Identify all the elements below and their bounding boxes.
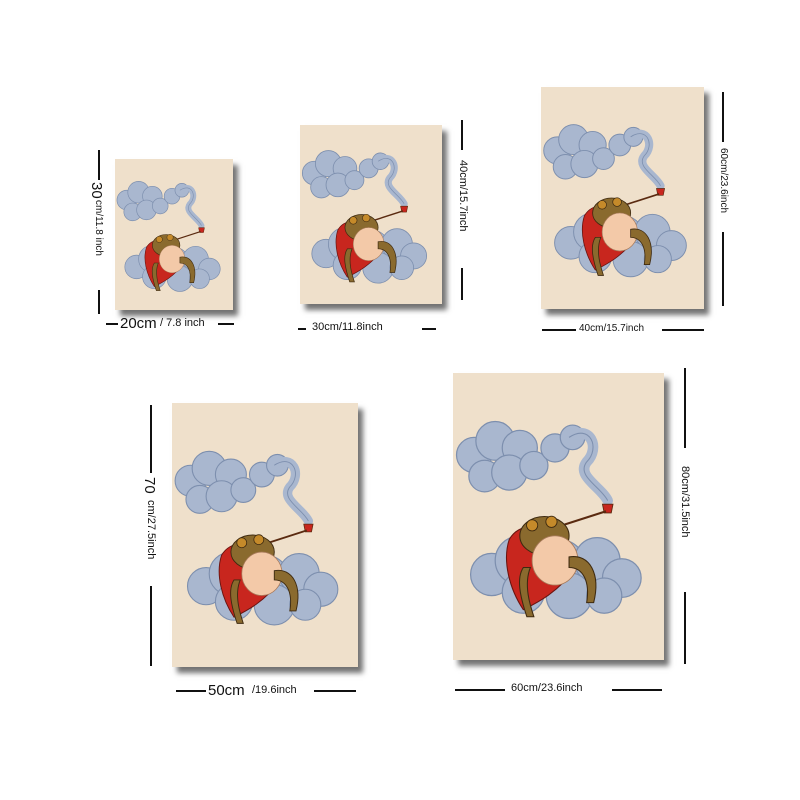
height-label: 60cm/23.6inch — [718, 148, 729, 214]
width-dimension-line — [106, 323, 118, 325]
height-dimension-line — [98, 150, 100, 180]
width-dimension-line — [176, 690, 206, 692]
width-label-cm: 20cm — [120, 315, 157, 332]
width-label-inch: / 7.8 inch — [160, 317, 205, 329]
width-dimension-line — [314, 690, 356, 692]
width-dimension-line — [298, 328, 306, 330]
height-label-cm: 30 — [88, 182, 105, 199]
height-label-cm: 70 — [141, 477, 158, 494]
canvas-60x80 — [453, 373, 664, 660]
width-label: 60cm/23.6inch — [511, 682, 583, 694]
height-dimension-line — [722, 232, 724, 306]
width-dimension-line — [422, 328, 436, 330]
height-label: 80cm/31.5inch — [679, 466, 691, 538]
height-dimension-line — [150, 586, 152, 666]
frog-artwork-icon — [541, 87, 704, 309]
width-dimension-line — [542, 329, 576, 331]
width-label-cm: 50cm — [208, 682, 245, 699]
canvas-40x60 — [541, 87, 704, 309]
frog-artwork-icon — [115, 159, 233, 310]
canvas-20x30 — [115, 159, 233, 310]
height-dimension-line — [684, 368, 686, 448]
canvas-50x70 — [172, 403, 358, 667]
frog-artwork-icon — [453, 373, 664, 660]
height-dimension-line — [150, 405, 152, 473]
height-dimension-line — [722, 92, 724, 142]
height-dimension-line — [684, 592, 686, 664]
width-label-inch: /19.6inch — [252, 684, 297, 696]
height-dimension-line — [98, 290, 100, 314]
height-dimension-line — [461, 268, 463, 300]
width-dimension-line — [612, 689, 662, 691]
height-label: 40cm/15.7inch — [457, 160, 469, 232]
frog-artwork-icon — [172, 403, 358, 667]
width-dimension-line — [662, 329, 704, 331]
width-label: 40cm/15.7inch — [579, 323, 645, 334]
width-dimension-line — [455, 689, 505, 691]
frog-artwork-icon — [300, 125, 442, 304]
height-dimension-line — [461, 120, 463, 150]
width-label: 30cm/11.8inch — [312, 321, 383, 333]
width-dimension-line — [218, 323, 234, 325]
height-label-inch: cm/27.5inch — [145, 500, 157, 560]
height-label-inch: cm/11.8 inch — [93, 200, 104, 256]
canvas-30x40 — [300, 125, 442, 304]
